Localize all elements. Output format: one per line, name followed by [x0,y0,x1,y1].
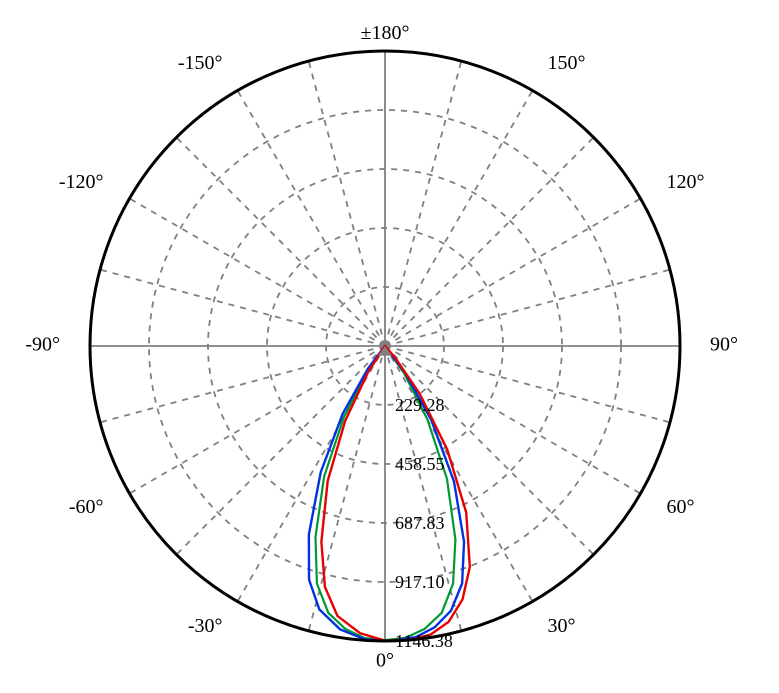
angle-label: -120° [59,171,104,193]
radial-label: 1146.38 [395,631,453,651]
angle-label: -30° [188,615,223,637]
angle-label: 120° [666,171,704,193]
radial-label: 458.55 [395,454,445,474]
angle-label: ±180° [361,22,410,44]
angle-label: 150° [548,52,586,74]
angle-label: 30° [548,615,576,637]
angle-label: -60° [69,496,104,518]
angle-label: 0° [376,650,394,672]
radial-label: 917.10 [395,572,445,592]
polar-svg: 0° 30° 60° 90° 120° 150° ±180° -150° -120° -90° -6… [0,0,779,693]
polar-chart: 0° 30° 60° 90° 120° 150° ±180° -150° -120° -90° -6… [0,0,779,693]
angle-label: -90° [25,334,60,356]
radial-label: 687.83 [395,513,445,533]
angle-label: 90° [710,334,738,356]
radial-label: 229.28 [395,395,445,415]
angle-label: -150° [178,52,223,74]
angle-label: 60° [666,496,694,518]
